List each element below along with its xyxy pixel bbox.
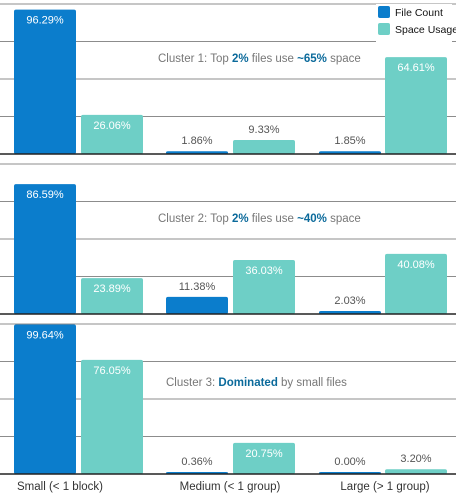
value-label-file-count-small: 86.59% xyxy=(26,189,64,201)
value-label-file-count-large: 1.85% xyxy=(334,135,365,147)
bar-space-usage-large xyxy=(385,57,447,154)
value-label-space-usage-small: 26.06% xyxy=(93,120,131,132)
bar-space-usage-small xyxy=(81,278,143,314)
x-axis-labels: Small (< 1 block) Medium (< 1 group) Lar… xyxy=(17,481,430,493)
panel-cluster-3: 99.64% 0.36% 0.00% 76.05% 20.75% 3.20% Cluster… xyxy=(0,323,456,475)
bar-space-usage-large xyxy=(385,469,447,474)
cluster-annotation: Cluster 2: Top 2% files use ~40% space xyxy=(158,213,361,225)
x-label-medium: Medium (< 1 group) xyxy=(180,481,281,493)
value-label-space-usage-large: 3.20% xyxy=(400,453,431,465)
legend-label-space-usage: Space Usage xyxy=(395,24,456,36)
value-label-file-count-medium: 1.86% xyxy=(181,135,212,147)
bar-space-usage-medium xyxy=(233,442,295,474)
panel-cluster-1: 96.29% 1.86% 1.85% 26.06% 9.33% 64.61% Cluster… xyxy=(0,3,456,155)
value-label-space-usage-small: 76.05% xyxy=(93,365,131,377)
legend-swatch-file-count xyxy=(378,6,390,18)
bar-space-usage-large xyxy=(385,253,447,314)
bar-file-count-small xyxy=(14,9,76,154)
value-label-file-count-small: 96.29% xyxy=(26,15,64,27)
bar-space-usage-small xyxy=(81,114,143,154)
bar-file-count-large xyxy=(319,310,381,314)
value-label-space-usage-large: 64.61% xyxy=(397,62,435,74)
value-label-space-usage-small: 23.89% xyxy=(93,283,131,295)
bar-space-usage-medium xyxy=(233,259,295,314)
bar-space-usage-medium xyxy=(233,140,295,154)
legend-label-file-count: File Count xyxy=(395,7,443,19)
bar-file-count-medium xyxy=(166,296,228,314)
value-label-file-count-large: 2.03% xyxy=(334,295,365,307)
value-label-space-usage-medium: 20.75% xyxy=(245,448,283,460)
cluster-annotation: Cluster 1: Top 2% files use ~65% space xyxy=(158,53,361,65)
value-label-file-count-small: 99.64% xyxy=(26,330,64,342)
bar-file-count-small xyxy=(14,324,76,474)
value-label-space-usage-medium: 36.03% xyxy=(245,265,283,277)
value-label-file-count-medium: 0.36% xyxy=(181,456,212,468)
x-label-large: Large (> 1 group) xyxy=(340,481,429,493)
value-label-space-usage-medium: 9.33% xyxy=(248,124,279,136)
value-label-file-count-large: 0.00% xyxy=(334,456,365,468)
value-label-space-usage-large: 40.08% xyxy=(397,259,435,271)
bar-space-usage-small xyxy=(81,359,143,474)
x-label-small: Small (< 1 block) xyxy=(17,481,103,493)
legend-swatch-space-usage xyxy=(378,23,390,35)
panel-cluster-2: 86.59% 11.38% 2.03% 23.89% 36.03% 40.08% Clust… xyxy=(0,163,456,315)
chart-panels: 96.29% 1.86% 1.85% 26.06% 9.33% 64.61% Cluster… xyxy=(0,3,456,475)
cluster-annotation: Cluster 3: Dominated by small files xyxy=(166,377,347,389)
value-label-file-count-medium: 11.38% xyxy=(179,281,216,293)
bar-file-count-small xyxy=(14,184,76,314)
legend: File Count Space Usage xyxy=(376,4,456,42)
